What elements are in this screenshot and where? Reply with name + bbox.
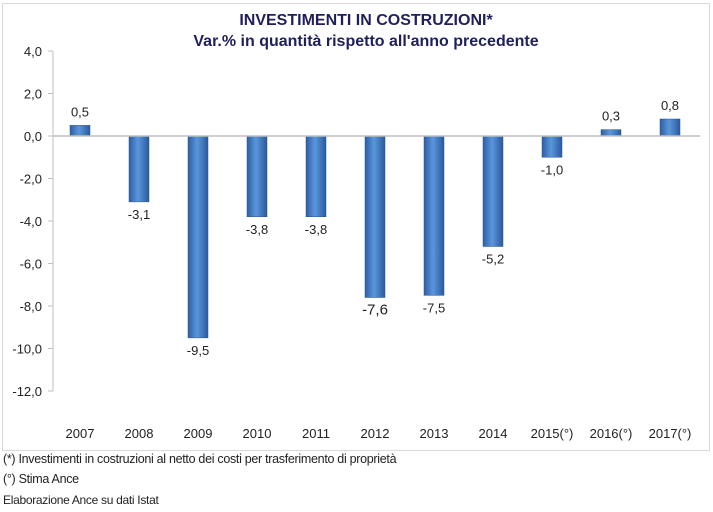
data-label: -3,1: [128, 207, 150, 222]
source-note: Elaborazione Ance su dati Istat: [3, 493, 159, 507]
data-label: -3,8: [305, 222, 327, 237]
bar: [246, 135, 268, 217]
bar: [423, 135, 445, 296]
x-tick-label: 2008: [125, 426, 154, 441]
x-tick-label: 2016(°): [590, 426, 633, 441]
data-label: -7,6: [362, 302, 388, 319]
chart-frame: [2, 3, 710, 451]
y-tick-label: -4,0: [20, 214, 42, 229]
data-label: -5,2: [482, 252, 504, 267]
bar: [364, 135, 386, 298]
y-tick-label: 4,0: [24, 44, 42, 59]
bar: [541, 135, 563, 158]
x-tick-label: 2011: [302, 426, 330, 441]
bar: [600, 129, 622, 137]
bar: [187, 135, 209, 339]
y-tick-label: -8,0: [20, 299, 42, 314]
x-tick-label: 2007: [66, 426, 95, 441]
y-tick-label: -10,0: [12, 342, 42, 357]
y-tick-label: 2,0: [24, 87, 42, 102]
data-label: 0,5: [71, 104, 89, 119]
bar: [482, 135, 504, 247]
footnote-2: (°) Stima Ance: [3, 472, 79, 486]
x-tick-label: 2017(°): [649, 426, 692, 441]
x-tick-label: 2015(°): [531, 426, 574, 441]
bar: [69, 125, 91, 137]
x-tick-label: 2010: [243, 426, 272, 441]
bar: [128, 135, 150, 203]
data-label: -9,5: [187, 343, 209, 358]
y-tick-label: -12,0: [12, 384, 42, 399]
data-label: -3,8: [246, 222, 268, 237]
x-tick-label: 2009: [184, 426, 213, 441]
data-label: 0,3: [602, 109, 620, 124]
footnote-1: (*) Investimenti in costruzioni al netto…: [3, 452, 397, 466]
data-label: 0,8: [661, 98, 679, 113]
data-label: -7,5: [423, 300, 445, 315]
y-tick-label: -2,0: [20, 172, 42, 187]
data-label: -1,0: [541, 162, 563, 177]
x-tick-label: 2012: [361, 426, 390, 441]
x-tick-label: 2014: [479, 426, 508, 441]
y-tick-label: 0,0: [24, 129, 42, 144]
y-tick-label: -6,0: [20, 257, 42, 272]
chart-title: INVESTIMENTI IN COSTRUZIONI*: [239, 12, 493, 29]
bar: [659, 118, 681, 137]
x-tick-label: 2013: [420, 426, 449, 441]
bar-chart: INVESTIMENTI IN COSTRUZIONI* Var.% in qu…: [12, 12, 700, 441]
bar: [305, 135, 327, 217]
chart-subtitle: Var.% in quantità rispetto all'anno prec…: [193, 33, 538, 50]
